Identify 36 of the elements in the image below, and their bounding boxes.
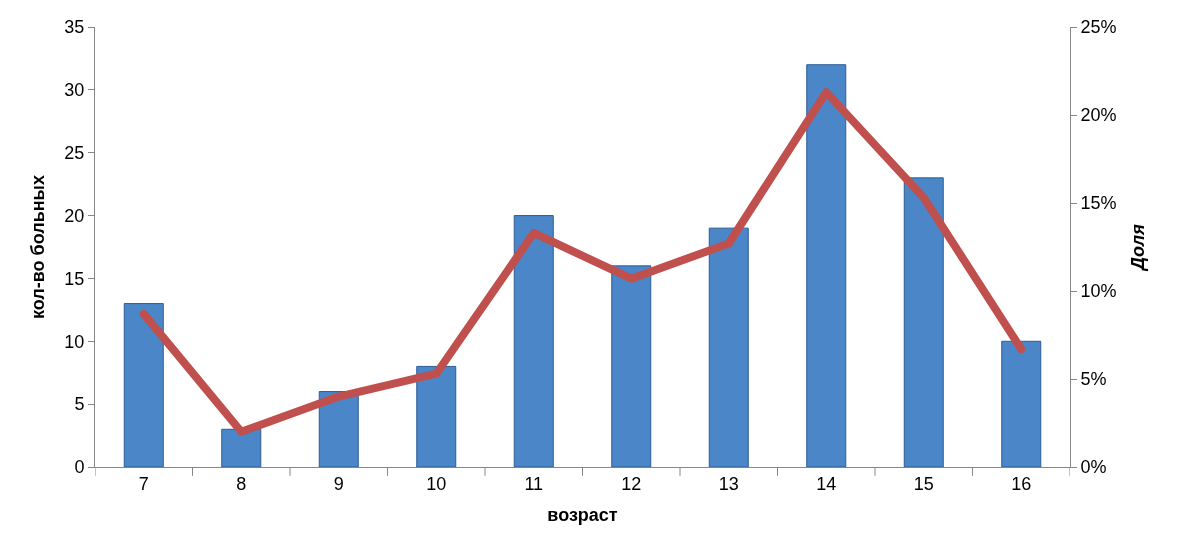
x-tick-label: 11	[524, 473, 544, 494]
bar	[903, 177, 944, 467]
x-tick-label: 15	[913, 473, 934, 494]
x-tick-label: 10	[426, 473, 447, 494]
y-tick-label: 0	[74, 457, 85, 478]
y2-axis-title: Доля	[1127, 223, 1148, 272]
y-tick-label: 35	[64, 17, 85, 38]
x-tick-label: 16	[1011, 473, 1032, 494]
y-tick-label: 30	[64, 80, 85, 101]
bar	[1001, 340, 1042, 467]
x-tick-label: 8	[236, 473, 247, 494]
y2-tick-label: 20%	[1080, 105, 1117, 126]
y2-tick-label: 15%	[1080, 193, 1117, 214]
x-tick-label: 12	[621, 473, 642, 494]
bar	[611, 265, 652, 467]
bar	[416, 365, 457, 467]
y-axis-title: кол-во больных	[27, 175, 48, 319]
y-tick-label: 15	[64, 268, 85, 289]
bar	[708, 227, 749, 467]
y-tick-label: 20	[64, 205, 85, 226]
y-tick-label: 10	[64, 331, 85, 352]
x-tick-label: 14	[816, 473, 837, 494]
x-tick-label: 9	[333, 473, 344, 494]
y-tick-label: 25	[64, 143, 85, 164]
y2-tick-label: 5%	[1080, 369, 1107, 390]
bar	[513, 215, 554, 467]
y2-tick-label: 10%	[1080, 281, 1117, 302]
bar	[123, 303, 164, 467]
x-axis-title: возраст	[547, 504, 618, 525]
bar	[806, 64, 847, 467]
y2-tick-label: 25%	[1080, 17, 1117, 38]
y-tick-label: 5	[74, 394, 85, 415]
x-tick-label: 13	[718, 473, 739, 494]
y2-tick-label: 0%	[1080, 457, 1107, 478]
bar	[221, 428, 262, 467]
x-tick-label: 7	[138, 473, 149, 494]
